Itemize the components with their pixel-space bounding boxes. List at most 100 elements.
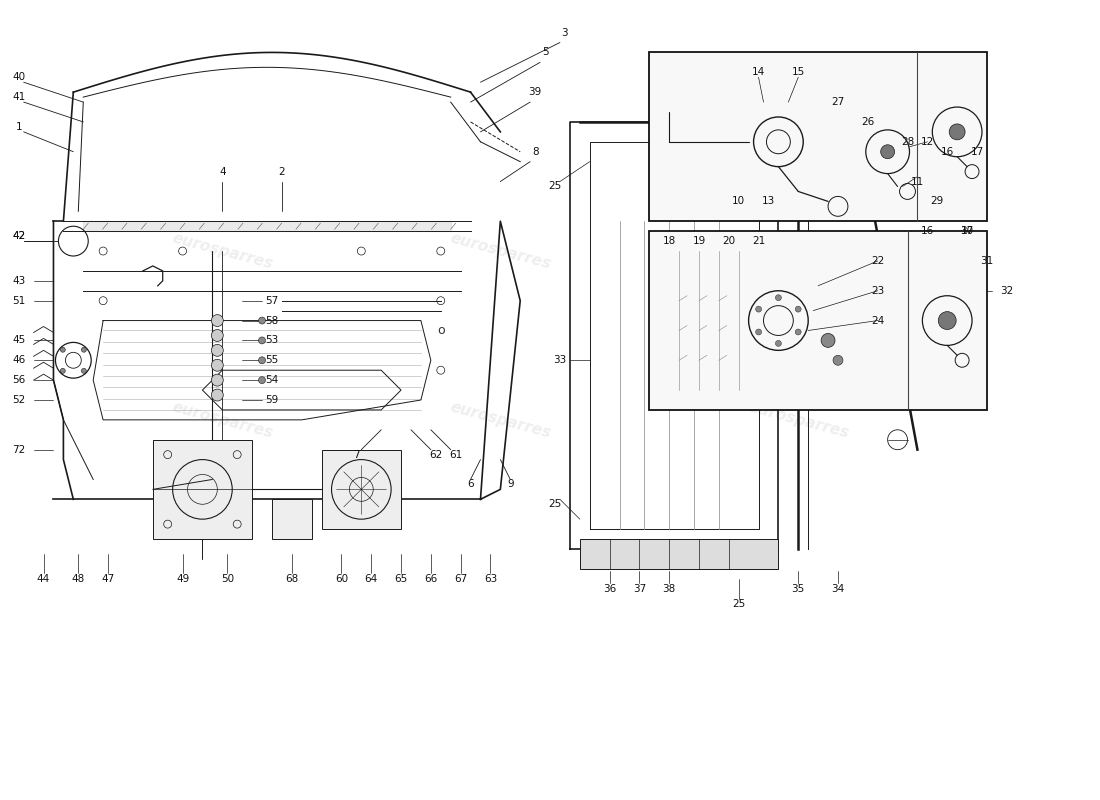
Text: 3: 3 [562, 27, 569, 38]
Text: 55: 55 [265, 355, 278, 366]
Text: 41: 41 [12, 92, 25, 102]
Text: 6: 6 [468, 479, 474, 490]
Text: 62: 62 [429, 450, 442, 460]
Text: 25: 25 [548, 182, 562, 191]
Circle shape [949, 124, 965, 140]
Text: 53: 53 [265, 335, 278, 346]
Text: 25: 25 [548, 499, 562, 510]
Text: 38: 38 [662, 584, 675, 594]
Text: 9: 9 [507, 479, 514, 490]
Text: 32: 32 [1000, 286, 1013, 296]
Circle shape [776, 294, 781, 301]
Text: eurosparres: eurosparres [448, 399, 552, 441]
Text: 43: 43 [12, 276, 25, 286]
Circle shape [60, 347, 65, 352]
Text: 5: 5 [541, 47, 548, 58]
Circle shape [821, 334, 835, 347]
Text: 51: 51 [12, 296, 25, 306]
Circle shape [211, 344, 223, 356]
Text: 19: 19 [692, 236, 705, 246]
Text: 57: 57 [265, 296, 278, 306]
Text: eurosparres: eurosparres [448, 230, 552, 272]
Circle shape [756, 306, 761, 312]
Circle shape [211, 389, 223, 401]
Circle shape [60, 368, 65, 374]
Circle shape [833, 355, 843, 366]
Text: 23: 23 [871, 286, 884, 296]
Text: 49: 49 [176, 574, 189, 584]
Text: 15: 15 [792, 67, 805, 78]
Circle shape [795, 329, 801, 335]
Circle shape [258, 377, 265, 384]
Text: 13: 13 [762, 196, 776, 206]
Text: 65: 65 [395, 574, 408, 584]
Text: 39: 39 [528, 87, 541, 97]
Text: eurosparres: eurosparres [170, 399, 275, 441]
Text: 59: 59 [265, 395, 278, 405]
Text: 61: 61 [449, 450, 462, 460]
Text: 40: 40 [12, 72, 25, 82]
Circle shape [258, 337, 265, 344]
Bar [153, 440, 252, 539]
Text: 67: 67 [454, 574, 467, 584]
Text: 16: 16 [921, 226, 934, 236]
Text: 64: 64 [364, 574, 378, 584]
Text: 37: 37 [632, 584, 646, 594]
Text: 42: 42 [12, 231, 25, 241]
Circle shape [211, 374, 223, 386]
Text: 11: 11 [911, 177, 924, 186]
Circle shape [776, 341, 781, 346]
Text: 24: 24 [871, 315, 884, 326]
Text: 52: 52 [12, 395, 25, 405]
Text: eurosparres: eurosparres [746, 399, 850, 441]
Text: 31: 31 [980, 256, 993, 266]
Text: 68: 68 [285, 574, 298, 584]
Circle shape [938, 312, 956, 330]
Text: 44: 44 [37, 574, 51, 584]
Text: 20: 20 [723, 236, 735, 246]
Text: 26: 26 [861, 117, 875, 127]
Text: 10: 10 [733, 196, 745, 206]
Circle shape [258, 357, 265, 364]
Text: 35: 35 [792, 584, 805, 594]
Text: 42: 42 [12, 231, 25, 241]
Text: 1: 1 [15, 122, 22, 132]
Circle shape [211, 330, 223, 342]
Text: 17: 17 [960, 226, 974, 236]
Text: 30: 30 [960, 226, 974, 236]
Text: 33: 33 [553, 355, 566, 366]
Text: eurosparres: eurosparres [746, 230, 850, 272]
Circle shape [211, 359, 223, 371]
Text: 54: 54 [265, 375, 278, 385]
Text: 56: 56 [12, 375, 25, 385]
Circle shape [756, 329, 761, 335]
Text: 27: 27 [832, 97, 845, 107]
Text: 14: 14 [752, 67, 766, 78]
Text: 72: 72 [12, 445, 25, 454]
Text: 47: 47 [101, 574, 114, 584]
Text: 50: 50 [221, 574, 234, 584]
Text: 63: 63 [484, 574, 497, 584]
Text: 18: 18 [662, 236, 675, 246]
Text: 60: 60 [334, 574, 348, 584]
Text: 58: 58 [265, 315, 278, 326]
Text: 28: 28 [901, 137, 914, 147]
Bar [321, 450, 402, 529]
Text: 8: 8 [531, 146, 538, 157]
Text: 66: 66 [425, 574, 438, 584]
Text: 17: 17 [970, 146, 983, 157]
Text: 48: 48 [72, 574, 85, 584]
Circle shape [211, 314, 223, 326]
Text: 22: 22 [871, 256, 884, 266]
Text: 21: 21 [752, 236, 766, 246]
Bar [272, 499, 311, 539]
Text: 36: 36 [603, 584, 616, 594]
Circle shape [795, 306, 801, 312]
Bar [649, 53, 987, 222]
Text: 12: 12 [921, 137, 934, 147]
Text: 46: 46 [12, 355, 25, 366]
Text: 7: 7 [353, 450, 360, 460]
Bar [649, 231, 987, 410]
Circle shape [258, 317, 265, 324]
Text: 45: 45 [12, 335, 25, 346]
